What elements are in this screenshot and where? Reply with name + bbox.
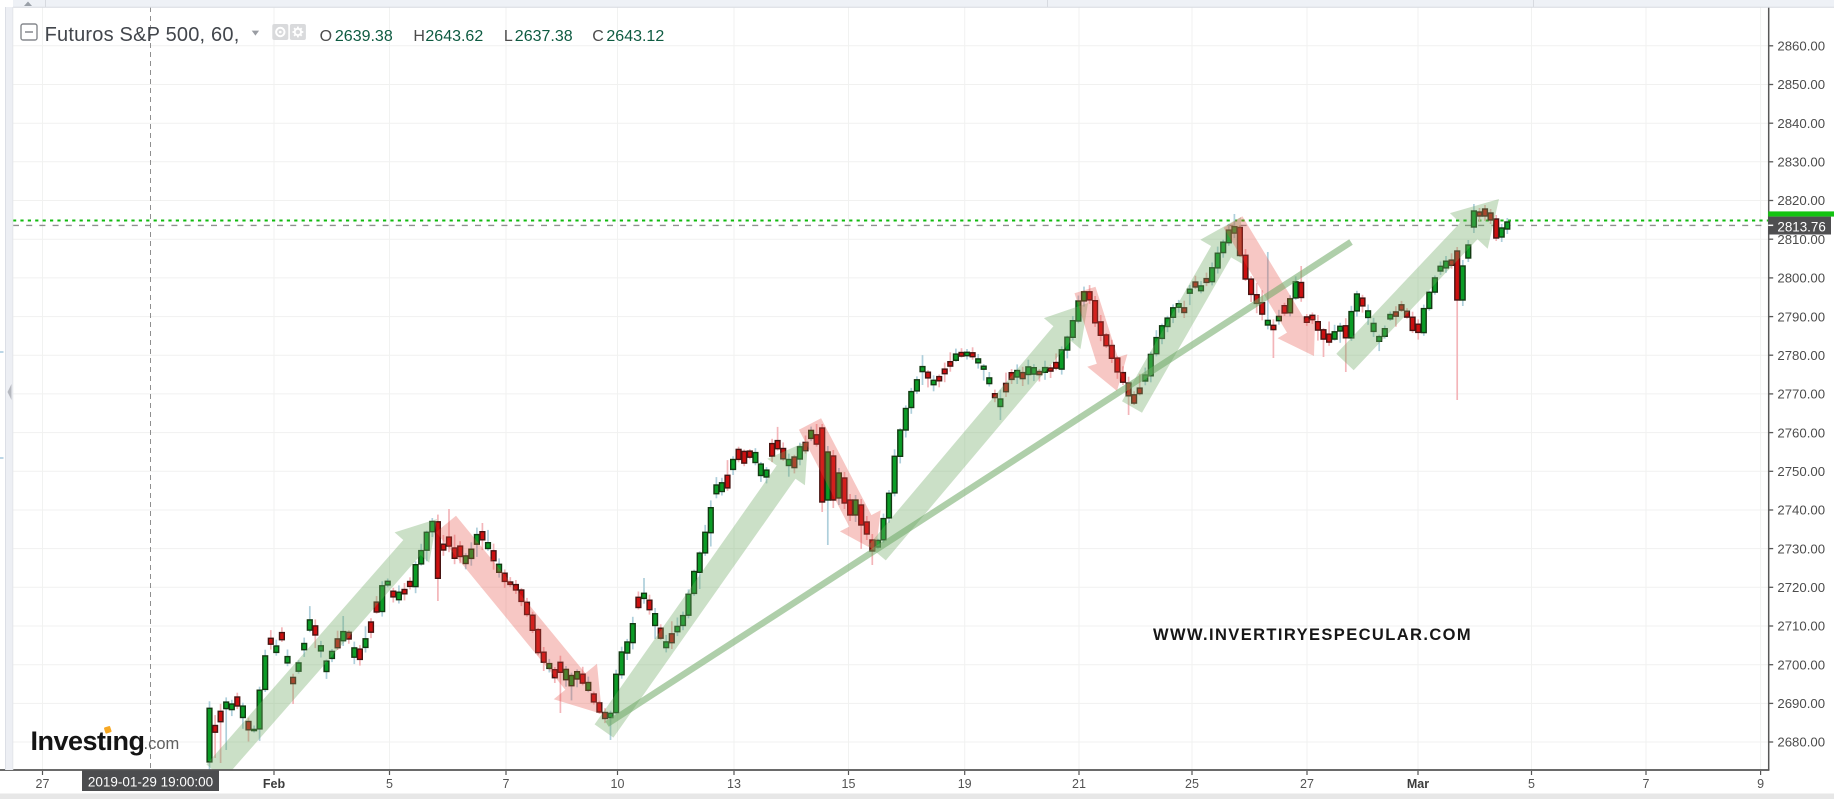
svg-text:2730.00: 2730.00	[1777, 541, 1825, 556]
svg-text:2800.00: 2800.00	[1777, 271, 1825, 286]
svg-text:25: 25	[1185, 777, 1199, 791]
svg-text:13: 13	[727, 777, 741, 791]
svg-text:2637.38: 2637.38	[515, 28, 573, 45]
svg-text:21: 21	[1072, 777, 1086, 791]
svg-text:.com: .com	[144, 735, 180, 753]
svg-text:2643.12: 2643.12	[606, 28, 664, 45]
svg-text:L: L	[504, 28, 513, 45]
svg-text:27: 27	[1300, 777, 1314, 791]
svg-text:10: 10	[611, 777, 625, 791]
svg-text:C: C	[592, 28, 604, 45]
svg-text:5: 5	[386, 777, 393, 791]
svg-text:H: H	[413, 28, 425, 45]
svg-text:7: 7	[1643, 777, 1650, 791]
svg-text:Futuros S&P 500, 60,: Futuros S&P 500, 60,	[45, 24, 240, 46]
svg-text:27: 27	[36, 777, 50, 791]
svg-text:Investing: Investing	[31, 726, 145, 756]
svg-text:2760.00: 2760.00	[1777, 425, 1825, 440]
svg-text:Mar: Mar	[1407, 777, 1429, 791]
svg-text:2740.00: 2740.00	[1777, 503, 1825, 518]
svg-text:2750.00: 2750.00	[1777, 464, 1825, 479]
svg-text:2860.00: 2860.00	[1777, 39, 1825, 54]
svg-text:Feb: Feb	[263, 777, 286, 791]
svg-text:2770.00: 2770.00	[1777, 387, 1825, 402]
svg-text:2643.62: 2643.62	[425, 28, 483, 45]
svg-text:5: 5	[1528, 777, 1535, 791]
svg-text:2019-01-29 19:00:00: 2019-01-29 19:00:00	[88, 775, 213, 790]
svg-text:2780.00: 2780.00	[1777, 348, 1825, 363]
svg-text:2680.00: 2680.00	[1777, 735, 1825, 750]
svg-text:2820.00: 2820.00	[1777, 193, 1825, 208]
svg-text:WWW.INVERTIRYESPECULAR.COM: WWW.INVERTIRYESPECULAR.COM	[1153, 626, 1472, 644]
svg-text:O: O	[320, 28, 332, 45]
svg-text:2840.00: 2840.00	[1777, 116, 1825, 131]
svg-text:2639.38: 2639.38	[335, 28, 393, 45]
svg-text:2710.00: 2710.00	[1777, 619, 1825, 634]
svg-text:2850.00: 2850.00	[1777, 77, 1825, 92]
svg-text:9: 9	[1757, 777, 1764, 791]
svg-text:2720.00: 2720.00	[1777, 580, 1825, 595]
svg-text:2690.00: 2690.00	[1777, 696, 1825, 711]
svg-text:19: 19	[958, 777, 972, 791]
svg-text:2813.76: 2813.76	[1777, 219, 1825, 234]
svg-text:2790.00: 2790.00	[1777, 309, 1825, 324]
svg-text:2830.00: 2830.00	[1777, 155, 1825, 170]
svg-text:2700.00: 2700.00	[1777, 657, 1825, 672]
svg-text:15: 15	[842, 777, 856, 791]
svg-text:7: 7	[503, 777, 510, 791]
svg-text:2810.00: 2810.00	[1777, 232, 1825, 247]
